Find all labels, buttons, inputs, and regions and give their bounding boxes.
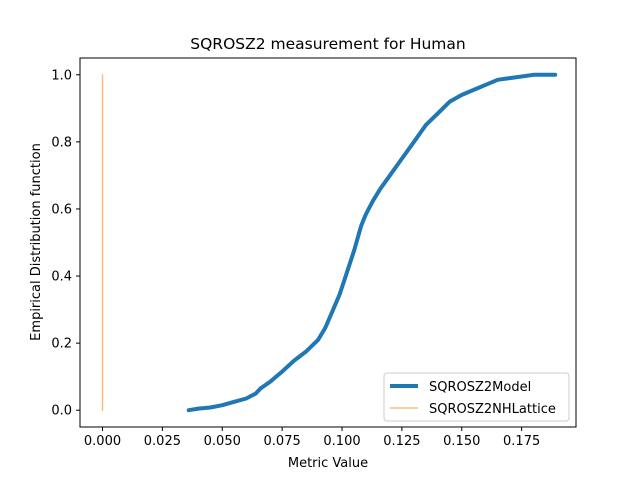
x-tick-label: 0.175 <box>503 434 540 449</box>
x-axis-ticks: 0.000 0.025 0.050 0.075 0.100 0.125 0.150 0.175 <box>84 427 540 449</box>
x-tick-label: 0.025 <box>144 434 181 449</box>
x-tick-label: 0.150 <box>443 434 480 449</box>
y-axis-label: Empirical Distribution function <box>29 143 44 341</box>
y-tick-label: 0.2 <box>51 337 72 352</box>
legend-label-sqrosz2nhlattice: SQROSZ2NHLattice <box>429 402 556 417</box>
y-tick-label: 0.6 <box>51 202 72 217</box>
x-tick-label: 0.100 <box>323 434 360 449</box>
y-tick-label: 0.8 <box>51 135 72 150</box>
y-axis-ticks: 0.0 0.2 0.4 0.6 0.8 1.0 <box>51 68 80 419</box>
x-tick-label: 0.050 <box>204 434 241 449</box>
y-tick-label: 0.0 <box>51 404 72 419</box>
legend-label-sqrosz2model: SQROSZ2Model <box>429 380 531 395</box>
chart-title: SQROSZ2 measurement for Human <box>190 35 465 53</box>
x-tick-label: 0.125 <box>383 434 420 449</box>
x-tick-label: 0.000 <box>84 434 121 449</box>
x-axis-label: Metric Value <box>288 456 368 471</box>
y-tick-label: 0.4 <box>51 270 72 285</box>
series-layer <box>101 72 558 413</box>
legend-box <box>383 372 570 422</box>
series-line-sqrosz2model <box>186 72 558 413</box>
plot-area: 0.000 0.025 0.050 0.075 0.100 0.125 0.150 0.175… <box>51 57 577 449</box>
y-tick-label: 1.0 <box>51 68 72 83</box>
plot-frame <box>79 57 577 428</box>
x-tick-label: 0.075 <box>264 434 301 449</box>
legend: SQROSZ2Model SQROSZ2NHLattice <box>383 372 570 422</box>
